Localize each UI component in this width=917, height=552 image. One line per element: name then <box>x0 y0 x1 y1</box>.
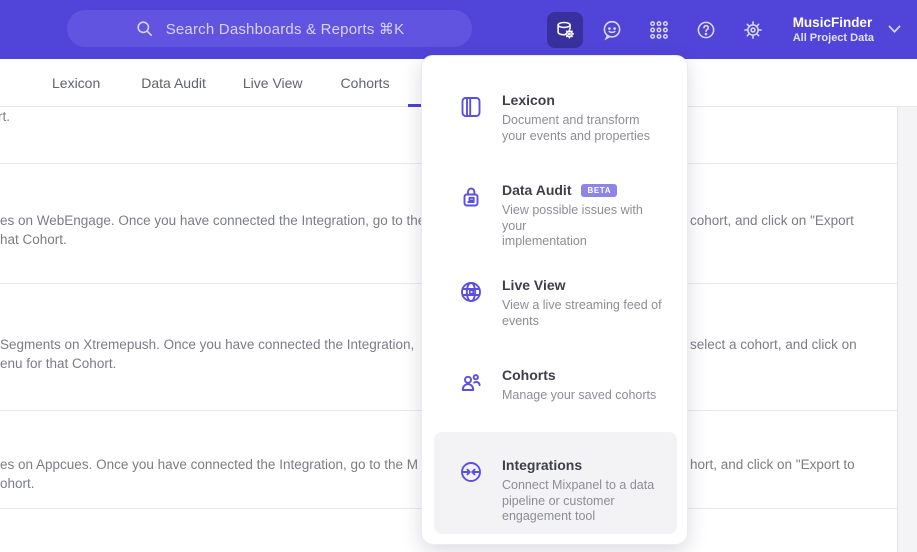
row-text: es on Appcues. Once you have connected t… <box>0 457 419 472</box>
menu-item-desc: Manage your saved cohorts <box>502 388 657 402</box>
menu-item-data-audit[interactable]: Data Audit BETA View possible issues wit… <box>434 172 677 260</box>
menu-item-desc: View a live streaming feed of events <box>502 298 662 328</box>
menu-item-desc: View possible issues with your implement… <box>502 203 643 248</box>
tab-data-audit[interactable]: Data Audit <box>141 74 206 91</box>
row-text: hat Cohort. <box>0 232 67 247</box>
feedback-button[interactable] <box>594 12 630 48</box>
settings-button[interactable] <box>735 12 771 48</box>
row-text: hort, and click on "Export to <box>690 457 855 472</box>
gear-icon <box>742 19 764 41</box>
data-audit-icon <box>459 185 483 209</box>
menu-item-integrations[interactable]: Integrations Connect Mixpanel to a data … <box>434 432 677 534</box>
help-button[interactable] <box>688 12 724 48</box>
top-navigation-bar: Search Dashboards & Reports ⌘K <box>0 0 917 59</box>
search-input[interactable]: Search Dashboards & Reports ⌘K <box>67 10 472 47</box>
menu-item-desc: Connect Mixpanel to a data pipeline or c… <box>502 478 655 523</box>
search-icon <box>135 19 154 38</box>
lexicon-icon <box>459 95 483 119</box>
row-text: es on WebEngage. Once you have connected… <box>0 213 426 228</box>
apps-grid-button[interactable] <box>641 12 677 48</box>
menu-item-title: Data Audit <box>502 182 572 198</box>
row-text: enu for that Cohort. <box>0 356 117 371</box>
live-view-icon <box>459 280 483 304</box>
data-management-dropdown: Lexicon Document and transform your even… <box>421 55 688 545</box>
row-text: cohort, and click on "Export <box>690 213 854 228</box>
search-placeholder: Search Dashboards & Reports ⌘K <box>165 20 405 38</box>
row-text: ohort. <box>0 476 35 491</box>
row-text: select a cohort, and click on <box>690 337 857 352</box>
menu-item-title: Integrations <box>502 457 583 473</box>
beta-badge: BETA <box>581 184 618 197</box>
integrations-icon <box>459 460 483 484</box>
project-scope: All Project Data <box>792 32 874 44</box>
tab-cohorts[interactable]: Cohorts <box>340 74 390 91</box>
row-text: Segments on Xtremepush. Once you have co… <box>0 337 415 352</box>
help-icon <box>695 19 717 41</box>
menu-item-live-view[interactable]: Live View View a live streaming feed of … <box>434 267 677 339</box>
menu-item-cohorts[interactable]: Cohorts Manage your saved cohorts <box>434 357 677 414</box>
chevron-down-icon <box>888 25 901 34</box>
data-management-button[interactable] <box>546 11 583 48</box>
menu-item-desc: Document and transform your events and p… <box>502 113 651 143</box>
menu-item-title: Lexicon <box>502 92 555 108</box>
menu-item-title: Cohorts <box>502 367 556 383</box>
cohorts-icon <box>459 370 483 394</box>
apps-grid-icon <box>648 19 670 41</box>
page-gutter <box>897 107 917 552</box>
feedback-smiley-icon <box>601 19 623 41</box>
tab-live-view[interactable]: Live View <box>242 74 303 91</box>
data-management-icon <box>554 19 576 41</box>
project-switcher[interactable]: MusicFinder All Project Data <box>793 14 905 45</box>
row-text: rt. <box>0 109 10 124</box>
project-name: MusicFinder <box>792 15 873 30</box>
menu-item-title: Live View <box>502 277 566 293</box>
menu-item-lexicon[interactable]: Lexicon Document and transform your even… <box>434 82 677 154</box>
tab-lexicon[interactable]: Lexicon <box>52 74 101 91</box>
